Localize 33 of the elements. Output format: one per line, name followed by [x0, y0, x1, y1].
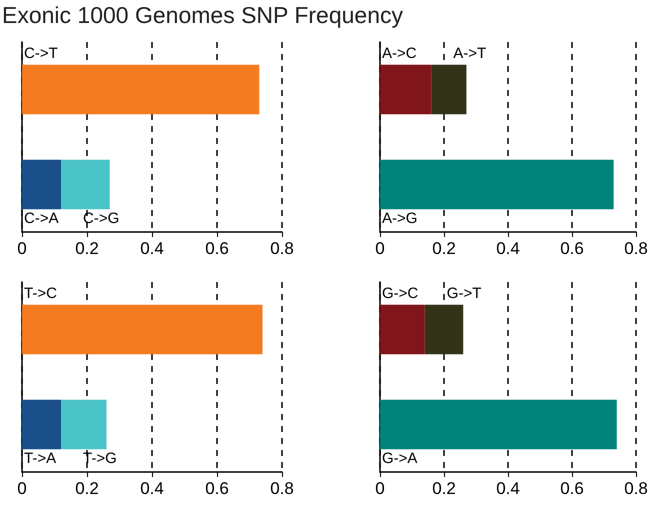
x-tick-label: 0: [17, 239, 27, 258]
series-label: A->T: [453, 44, 486, 62]
x-tick-label: 0.2: [75, 239, 99, 258]
x-tick-label: 0: [17, 479, 27, 498]
series-label: C->G: [83, 210, 120, 228]
x-tick-label: 0.8: [624, 479, 648, 498]
series-label: C->A: [24, 210, 59, 228]
x-tick-label: 0.4: [140, 239, 164, 258]
series-label: A->G: [382, 210, 418, 228]
x-tick-label: 0.2: [432, 479, 456, 498]
series-label: A->C: [382, 44, 417, 62]
series-label: T->A: [24, 450, 56, 468]
series-label: T->G: [83, 450, 117, 468]
x-tick-label: 0.2: [75, 479, 99, 498]
x-tick-label: 0.6: [205, 479, 229, 498]
x-tick-label: 0.8: [270, 479, 294, 498]
series-label: G->A: [382, 450, 418, 468]
x-tick-label: 0.4: [140, 479, 164, 498]
x-tick-label: 0.2: [432, 239, 456, 258]
x-tick-label: 0.4: [496, 479, 520, 498]
series-label: C->T: [24, 44, 58, 62]
x-tick-label: 0.8: [624, 239, 648, 258]
x-tick-label: 0: [375, 239, 385, 258]
series-label: T->C: [24, 284, 58, 302]
x-tick-label: 0.4: [496, 239, 520, 258]
chart-title: Exonic 1000 Genomes SNP Frequency: [2, 2, 404, 29]
x-tick-label: 0.6: [205, 239, 229, 258]
x-tick-label: 0.6: [560, 239, 584, 258]
series-label: G->C: [382, 284, 418, 302]
x-tick-label: 0.6: [560, 479, 584, 498]
series-label: G->T: [446, 284, 482, 302]
x-tick-label: 0.8: [270, 239, 294, 258]
x-tick-label: 0: [375, 479, 385, 498]
